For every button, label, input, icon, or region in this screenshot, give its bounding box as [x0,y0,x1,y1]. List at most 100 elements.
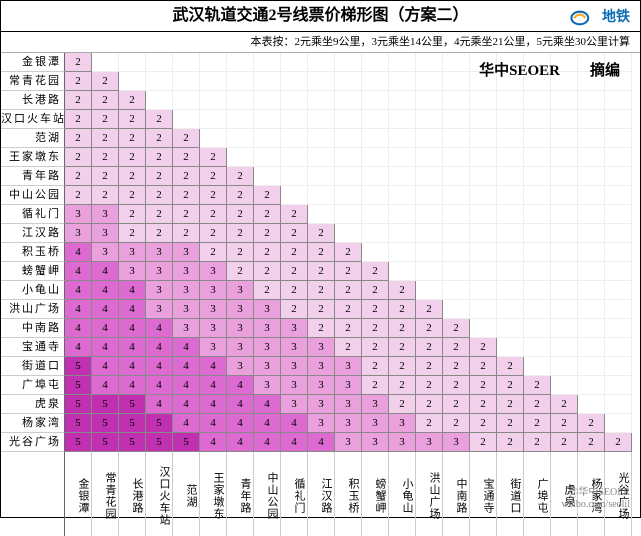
fare-cell: 2 [146,186,173,205]
fare-cell: 2 [227,205,254,224]
fare-cell: 5 [92,433,119,452]
fare-cell: 2 [362,300,389,319]
empty-cell [308,91,335,110]
fare-cell: 2 [173,205,200,224]
fare-cell: 2 [605,433,632,452]
empty-cell [605,338,632,357]
fare-cell: 2 [470,338,497,357]
empty-cell [443,186,470,205]
fare-cell: 3 [308,338,335,357]
row-station-label: 金银潭 [1,53,65,72]
fare-cell: 2 [119,91,146,110]
col-station-label: 循礼门 [281,452,308,536]
fare-cell: 2 [470,414,497,433]
empty-cell [443,53,470,72]
empty-cell [578,186,605,205]
empty-cell [551,224,578,243]
fare-cell: 3 [173,262,200,281]
fare-cell: 4 [146,338,173,357]
empty-cell [254,53,281,72]
empty-cell [389,205,416,224]
fare-cell: 3 [92,224,119,243]
fare-cell: 3 [335,414,362,433]
fare-cell: 4 [281,414,308,433]
empty-cell [281,129,308,148]
empty-cell [578,281,605,300]
empty-cell [524,224,551,243]
empty-cell [335,72,362,91]
fare-cell: 2 [416,376,443,395]
fare-cell: 2 [389,338,416,357]
empty-cell [416,129,443,148]
empty-cell [524,110,551,129]
fare-cell: 2 [389,319,416,338]
fare-cell: 3 [200,300,227,319]
empty-cell [335,91,362,110]
empty-cell [443,148,470,167]
fare-cell: 4 [200,414,227,433]
empty-cell [173,91,200,110]
empty-cell [227,72,254,91]
fare-cell: 2 [200,148,227,167]
fare-cell: 3 [65,224,92,243]
fare-cell: 2 [173,148,200,167]
fare-cell: 3 [308,357,335,376]
col-station-label: 王家墩东 [200,452,227,536]
fare-cell: 4 [92,300,119,319]
empty-cell [443,281,470,300]
fare-cell: 2 [551,414,578,433]
fare-cell: 4 [227,414,254,433]
empty-cell [470,319,497,338]
empty-cell [578,129,605,148]
fare-cell: 2 [254,262,281,281]
fare-cell: 3 [92,243,119,262]
fare-cell: 2 [92,91,119,110]
fare-cell: 2 [335,243,362,262]
empty-cell [497,281,524,300]
fare-cell: 2 [308,300,335,319]
empty-cell [281,148,308,167]
row-station-label: 范湖 [1,129,65,148]
title-bar: 武汉轨道交通2号线票价梯形图（方案二） 地铁 [1,1,640,32]
fare-cell: 2 [92,186,119,205]
empty-cell [578,319,605,338]
fare-cell: 5 [65,433,92,452]
empty-cell [308,53,335,72]
col-station-label: 江汉路 [308,452,335,536]
row-station-label: 洪山广场 [1,300,65,319]
empty-cell [443,110,470,129]
fare-cell: 2 [146,148,173,167]
empty-cell [551,300,578,319]
empty-cell [497,205,524,224]
fare-cell: 4 [92,319,119,338]
fare-cell: 2 [200,167,227,186]
fare-cell: 3 [389,433,416,452]
row-station-label: 青年路 [1,167,65,186]
empty-cell [362,167,389,186]
empty-cell [497,148,524,167]
empty-cell [308,205,335,224]
fare-cell: 3 [173,319,200,338]
fare-cell: 2 [443,338,470,357]
fare-cell: 2 [65,72,92,91]
fare-cell: 4 [200,433,227,452]
row-station-label: 光谷广场 [1,433,65,452]
fare-cell: 4 [173,338,200,357]
fare-cell: 2 [551,433,578,452]
fare-cell: 2 [119,110,146,129]
col-station-label: 金银潭 [65,452,92,536]
row-station-label: 虎泉 [1,395,65,414]
empty-cell [389,129,416,148]
fare-cell: 2 [200,224,227,243]
fare-cell: 2 [443,357,470,376]
row-station-label: 街道口 [1,357,65,376]
empty-cell [200,91,227,110]
fare-cell: 2 [227,243,254,262]
empty-cell [254,148,281,167]
fare-cell: 2 [281,224,308,243]
empty-cell [92,53,119,72]
fare-cell: 2 [443,319,470,338]
fare-cell: 2 [470,433,497,452]
fare-cell: 4 [119,376,146,395]
empty-cell [416,148,443,167]
